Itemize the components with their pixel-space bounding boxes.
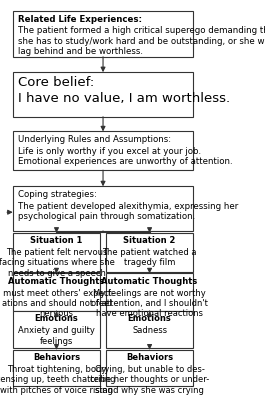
Text: The patient developed alexithymia, expressing her
psychological pain through som: The patient developed alexithymia, expre… bbox=[17, 202, 238, 221]
Text: Emotions: Emotions bbox=[128, 314, 171, 323]
FancyBboxPatch shape bbox=[106, 233, 193, 272]
FancyBboxPatch shape bbox=[13, 72, 193, 117]
Text: Coping strategies:: Coping strategies: bbox=[17, 190, 96, 199]
Text: Situation 2: Situation 2 bbox=[123, 236, 176, 245]
Text: The patient felt nervous
facing situations where she
needs to give a speech: The patient felt nervous facing situatio… bbox=[0, 248, 114, 278]
Text: Underlying Rules and Assumptions:: Underlying Rules and Assumptions: bbox=[17, 135, 171, 144]
Text: Throat tightening, body
tensing up, teeth chattering
with pitches of voice risin: Throat tightening, body tensing up, teet… bbox=[0, 365, 116, 395]
Text: Emotions: Emotions bbox=[35, 314, 78, 323]
FancyBboxPatch shape bbox=[106, 274, 193, 311]
Text: Crying, but unable to des-
cribe her thoughts or under-
stand why she was crying: Crying, but unable to des- cribe her tho… bbox=[90, 365, 209, 395]
FancyBboxPatch shape bbox=[106, 311, 193, 348]
FancyBboxPatch shape bbox=[13, 11, 193, 57]
FancyBboxPatch shape bbox=[13, 186, 193, 231]
Text: The patient formed a high critical superego demanding that
she has to study/work: The patient formed a high critical super… bbox=[17, 26, 265, 56]
Text: Situation 1: Situation 1 bbox=[30, 236, 83, 245]
Text: Automatic Thoughts: Automatic Thoughts bbox=[101, 276, 198, 286]
Text: Core belief:
I have no value, I am worthless.: Core belief: I have no value, I am worth… bbox=[17, 76, 230, 105]
Text: The patient watched a
tragedy film: The patient watched a tragedy film bbox=[102, 248, 197, 268]
FancyBboxPatch shape bbox=[13, 350, 100, 386]
Text: Life is only worthy if you excel at your job.
Emotional experiences are unworthy: Life is only worthy if you excel at your… bbox=[17, 146, 232, 166]
Text: Behaviors: Behaviors bbox=[33, 353, 80, 362]
FancyBboxPatch shape bbox=[106, 350, 193, 386]
Text: Behaviors: Behaviors bbox=[126, 353, 173, 362]
Text: Automatic Thoughts: Automatic Thoughts bbox=[8, 276, 105, 286]
FancyBboxPatch shape bbox=[13, 233, 100, 272]
Text: Related Life Experiences:: Related Life Experiences: bbox=[17, 15, 142, 24]
Text: Sadness: Sadness bbox=[132, 326, 167, 335]
Text: My feelings are not worthy
of attention, and I shouldn't
have emotional reaction: My feelings are not worthy of attention,… bbox=[91, 289, 208, 318]
Text: Anxiety and guilty
feelings: Anxiety and guilty feelings bbox=[18, 326, 95, 346]
FancyBboxPatch shape bbox=[13, 274, 100, 311]
Text: I must meet others' expect-
ations and should not feel
nervous: I must meet others' expect- ations and s… bbox=[0, 289, 115, 318]
FancyBboxPatch shape bbox=[13, 311, 100, 348]
FancyBboxPatch shape bbox=[13, 132, 193, 170]
